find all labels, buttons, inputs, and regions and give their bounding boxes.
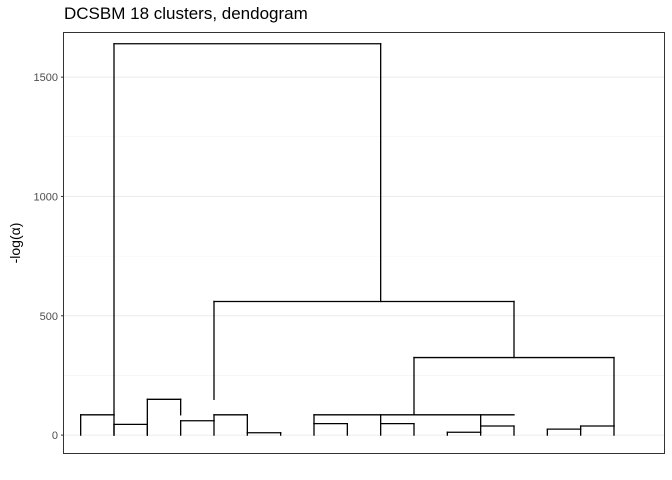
y-axis: 0 500 1000 1500 bbox=[34, 72, 64, 442]
y-tick-label: 1500 bbox=[34, 72, 58, 84]
plot-panel-border bbox=[63, 32, 665, 454]
chart-title: DCSBM 18 clusters, dendogram bbox=[64, 4, 308, 23]
y-tick-label: 1000 bbox=[34, 191, 58, 203]
dendrogram-branches bbox=[80, 43, 615, 436]
y-tick-label: 0 bbox=[52, 430, 58, 442]
y-axis-label: -log(α) bbox=[7, 223, 23, 264]
grid-lines bbox=[64, 76, 664, 436]
y-tick-label: 500 bbox=[40, 311, 58, 323]
